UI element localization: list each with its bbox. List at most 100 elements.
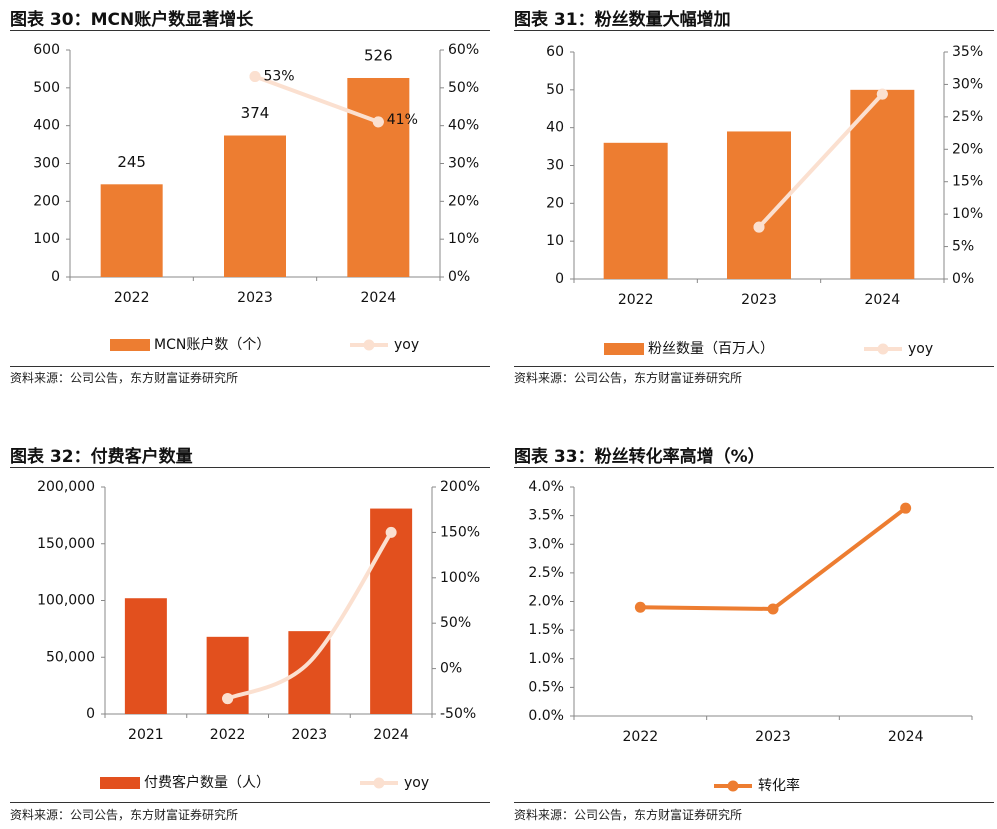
y2-tick-label: 20% [952,141,983,157]
bar [224,135,286,277]
line-marker [222,693,234,705]
y-tick-label: 3.0% [528,536,564,552]
legend: 转化率 [714,777,800,794]
chart-title: 图表 33：粉丝转化率高增（%） [514,447,765,467]
y-tick-label: 400 [33,118,60,134]
chart-panel-fans: 图表 31：粉丝数量大幅增加 0 10 20 30 40 50 60 0% 5% 10% 15% 20… [514,0,994,390]
y2-tick-label: 30% [952,76,983,92]
y2-tick-label: 50% [448,80,479,96]
y-tick-label: 200 [33,193,60,209]
y-tick-label: 4.0% [528,479,564,495]
y2-tick-label: 0% [448,269,470,285]
y-tick-label: 0 [51,269,60,285]
x-tick-label: 2023 [292,727,328,743]
legend-swatch-marker [363,339,375,351]
y2-tick-label: 200% [440,479,480,495]
chart-panel-paid-customers: 图表 32：付费客户数量 0 50,000 100,000 150,000 200,00… [10,440,490,829]
y-tick-label: 500 [33,80,60,96]
bar-data-label: 374 [241,104,270,122]
y-tick-label: 0.5% [528,679,564,695]
y-tick-label: 0 [555,271,564,287]
y-tick-label: 200,000 [37,479,95,495]
chart-fans: 0 10 20 30 40 50 60 0% 5% 10% 15% 20% 25% 30% 35% 2022 2… [546,44,983,357]
chart-panel-mcn-accounts: 图表 30：MCN账户数显著增长 0 100 200 300 400 500 600 0% 10… [10,0,490,390]
y2-tick-label: 30% [448,156,479,172]
legend-label: 粉丝数量（百万人） [648,341,774,357]
y-tick-label: 1.0% [528,651,564,667]
bar [370,508,413,714]
y2-tick-label: 35% [952,44,983,60]
chart-title: 图表 32：付费客户数量 [10,447,193,467]
y2-tick-label: 60% [448,42,479,58]
y-tick-label: 40 [546,120,564,136]
title-divider [10,467,490,468]
source-divider [10,802,490,803]
chart-title: 图表 30：MCN账户数显著增长 [10,10,254,30]
y-tick-label: 0.0% [528,708,564,724]
y-tick-label: 50,000 [46,649,95,665]
chart-source: 资料来源：公司公告，东方财富证券研究所 [514,371,743,385]
y-tick-label: 20 [546,195,564,211]
y2-tick-label: 40% [448,118,479,134]
bar [347,77,410,277]
line-marker [753,221,765,233]
chart-source: 资料来源：公司公告，东方财富证券研究所 [10,371,239,385]
y-tick-label: 2.5% [528,565,564,581]
legend: 付费客户数量（人） yoy [100,774,429,791]
chart-source: 资料来源：公司公告，东方财富证券研究所 [514,808,743,822]
legend-swatch-marker [727,780,739,792]
line-marker [372,116,384,128]
legend-label: yoy [394,337,419,353]
y-tick-label: 300 [33,156,60,172]
y-tick-label: 2.0% [528,594,564,610]
x-tick-label: 2023 [755,729,791,745]
x-tick-label: 2024 [373,727,409,743]
x-tick-label: 2024 [888,729,924,745]
x-tick-label: 2024 [865,292,901,308]
y2-tick-label: 50% [440,615,471,631]
title-divider [514,30,994,31]
source-divider [514,802,994,803]
y2-tick-label: 100% [440,570,480,586]
line-marker [900,502,912,514]
chart-panel-conversion-rate: 图表 33：粉丝转化率高增（%） 0.0% 0.5% 1.0% 1.5% 2.0% 2.5… [514,440,994,829]
y-tick-label: 50 [546,82,564,98]
legend-swatch-marker [373,777,385,789]
line-data-label: 53% [263,68,294,84]
x-tick-label: 2022 [114,290,150,306]
legend: 粉丝数量（百万人） yoy [604,341,933,357]
legend-swatch-marker [877,343,889,355]
y-tick-label: 150,000 [37,536,95,552]
source-divider [514,366,994,367]
series-line [640,506,907,611]
y-tick-label: 100,000 [37,593,95,609]
bar [100,184,163,277]
y2-tick-label: 150% [440,524,480,540]
legend-label: yoy [908,341,933,357]
legend-label: 转化率 [758,777,800,794]
legend-swatch-bar [604,343,644,355]
x-tick-label: 2022 [618,292,654,308]
title-divider [10,30,490,31]
y2-tick-label: 0% [440,661,462,677]
line-data-label: 41% [387,112,418,128]
bar [124,598,167,714]
y2-tick-label: 15% [952,174,983,190]
x-tick-label: 2022 [210,727,246,743]
x-tick-label: 2022 [623,729,659,745]
y2-tick-label: 10% [448,231,479,247]
x-tick-label: 2023 [741,292,777,308]
y-tick-label: 100 [33,231,60,247]
line-marker [767,603,779,615]
series-line [254,74,380,124]
y2-tick-label: 20% [448,193,479,209]
y2-tick-label: 10% [952,206,983,222]
legend-label: yoy [404,775,429,791]
x-tick-label: 2024 [361,290,397,306]
legend-label: 付费客户数量（人） [144,774,270,791]
y-tick-label: 1.5% [528,622,564,638]
bar-data-label: 245 [117,153,146,171]
legend: MCN账户数（个） yoy [110,336,419,353]
legend-swatch-bar [100,777,140,789]
x-tick-label: 2023 [237,290,273,306]
